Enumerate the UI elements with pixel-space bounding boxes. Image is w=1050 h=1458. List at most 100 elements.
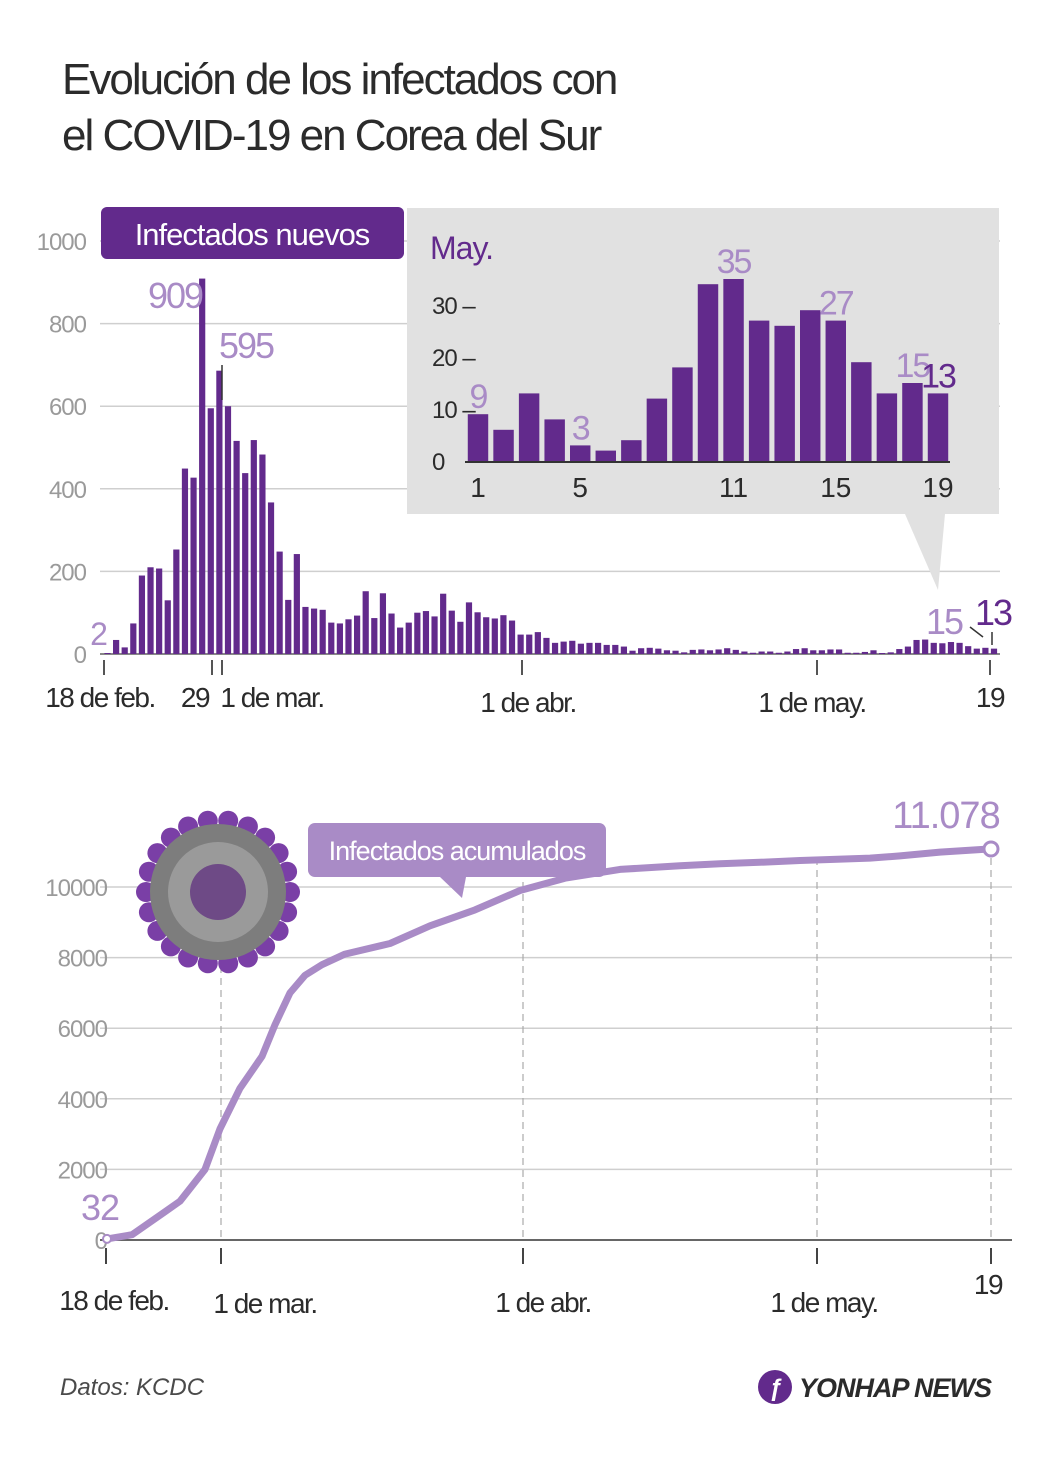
bar xyxy=(508,620,516,654)
inset-bar xyxy=(927,393,949,461)
cumulative-title: Infectados acumulados xyxy=(329,836,586,866)
cumulative-end-point xyxy=(982,840,1000,858)
logo-text: YONHAP NEWS xyxy=(799,1373,992,1403)
inset-bar xyxy=(697,284,719,461)
inset-data-label: 13 xyxy=(921,357,956,395)
virus-illustration xyxy=(136,810,300,974)
virus-center xyxy=(190,864,246,920)
bar xyxy=(233,440,240,654)
bar xyxy=(930,642,937,654)
bar xyxy=(689,649,696,654)
bar xyxy=(775,652,782,654)
data-label: 909 xyxy=(148,275,203,316)
bar xyxy=(422,611,430,654)
cum-x-tick-label: 18 de feb. xyxy=(59,1285,169,1316)
cum-y-tick-label: 10000 xyxy=(45,875,107,902)
bar xyxy=(956,642,963,654)
bar xyxy=(922,639,929,654)
bar xyxy=(663,650,671,654)
bar xyxy=(500,615,507,654)
inset-bar xyxy=(595,450,616,461)
bar xyxy=(870,650,877,654)
x-tick-label: 18 de feb. xyxy=(45,682,155,713)
bar xyxy=(603,644,610,654)
data-source: Datos: KCDC xyxy=(60,1374,205,1401)
inset-bar xyxy=(800,310,821,461)
bar xyxy=(655,648,662,654)
bar xyxy=(457,621,464,654)
x-tick-label: 19 xyxy=(976,682,1005,713)
bar xyxy=(887,652,894,654)
bar xyxy=(749,652,757,654)
inset-data-label: 35 xyxy=(717,243,752,281)
bar xyxy=(586,642,593,654)
bar xyxy=(990,648,998,654)
bar xyxy=(173,549,180,654)
bar xyxy=(879,653,886,654)
bar xyxy=(758,651,765,654)
x-tick-label: 1 de mar. xyxy=(220,682,323,713)
bar xyxy=(483,617,490,654)
bar xyxy=(827,649,834,654)
bar xyxy=(276,551,283,654)
bar xyxy=(594,642,602,654)
inset-bar xyxy=(902,383,923,461)
bar xyxy=(267,502,275,654)
inset-bar xyxy=(646,398,668,461)
label-leader xyxy=(969,626,984,638)
inset-data-label: 9 xyxy=(470,378,488,416)
bar xyxy=(715,649,722,654)
bar xyxy=(792,649,800,654)
bar xyxy=(216,370,223,654)
y-tick-label: 400 xyxy=(49,477,87,504)
bar xyxy=(646,647,653,654)
inset-pointer xyxy=(905,514,945,590)
cum-x-tick-label: 1 de abr. xyxy=(495,1287,590,1318)
x-tick-label: 29 xyxy=(181,682,210,713)
bar xyxy=(569,640,576,654)
bar xyxy=(113,639,120,654)
inset-bar xyxy=(851,362,872,461)
logo-icon-mark: ƒ xyxy=(769,1375,782,1402)
bar xyxy=(336,623,343,654)
bar xyxy=(293,554,300,654)
bar xyxy=(835,649,843,654)
bar xyxy=(285,599,292,654)
bar xyxy=(706,650,714,654)
y-tick-label: 1000 xyxy=(37,229,87,256)
bar xyxy=(965,646,972,654)
bar xyxy=(474,612,481,654)
data-label: 13 xyxy=(975,592,1012,633)
cum-y-tick-label: 8000 xyxy=(58,946,108,973)
inset-x-tick-label: 15 xyxy=(820,472,851,503)
bar xyxy=(620,646,628,654)
bar xyxy=(224,406,232,654)
title-line-2: el COVID-19 en Corea del Sur xyxy=(62,111,602,160)
x-tick-label: 1 de may. xyxy=(758,687,865,718)
bar xyxy=(319,609,326,654)
bar xyxy=(724,648,731,654)
cum-x-tick-label: 1 de mar. xyxy=(213,1288,316,1319)
cum-data-label: 11.078 xyxy=(892,795,999,837)
bar xyxy=(448,610,455,654)
bar xyxy=(207,408,214,654)
yonhap-logo: ƒ YONHAP NEWS xyxy=(758,1370,993,1404)
bar xyxy=(810,650,817,654)
bar xyxy=(190,477,197,654)
bar xyxy=(577,643,584,654)
bar xyxy=(947,642,955,654)
inset-bar xyxy=(621,440,642,461)
bar xyxy=(629,650,636,654)
bar xyxy=(973,648,980,654)
inset-bar xyxy=(544,419,565,461)
inset-bar xyxy=(774,325,795,461)
bar xyxy=(741,651,748,654)
bar xyxy=(405,622,412,654)
y-tick-label: 800 xyxy=(49,312,87,339)
y-tick-label: 200 xyxy=(49,559,87,586)
data-label: 2 xyxy=(90,616,107,652)
bar xyxy=(310,608,318,654)
